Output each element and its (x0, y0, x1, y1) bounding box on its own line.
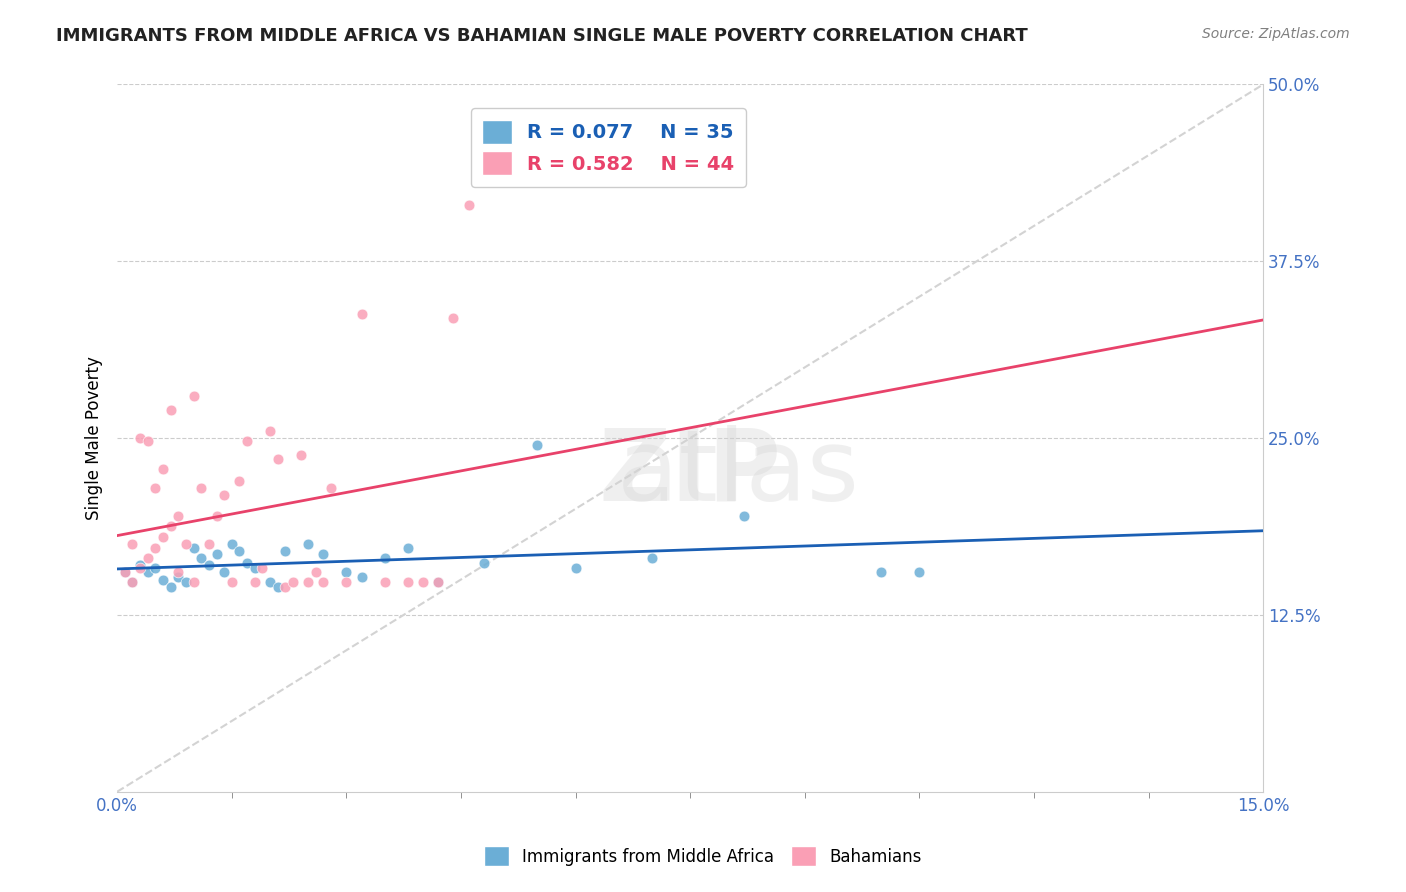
Point (297, 537, 319, 551)
Point (145, 541, 167, 556)
Point (152, 573, 174, 587)
Point (281, 575, 304, 590)
Point (190, 551, 212, 566)
Point (441, 310, 464, 325)
Point (266, 580, 288, 594)
Point (159, 402, 181, 417)
Point (526, 438, 548, 452)
Point (236, 434, 259, 448)
Point (183, 575, 205, 590)
Text: atlas: atlas (522, 425, 859, 522)
Point (236, 556, 259, 570)
Point (870, 566, 893, 580)
Text: ZIP: ZIP (599, 425, 782, 522)
Point (205, 508, 228, 523)
Point (335, 575, 357, 590)
Point (198, 558, 221, 573)
Point (321, 481, 343, 495)
Text: Source: ZipAtlas.com: Source: ZipAtlas.com (1202, 27, 1350, 41)
Y-axis label: Single Male Poverty: Single Male Poverty (86, 356, 103, 520)
Point (121, 575, 143, 590)
Point (396, 541, 419, 556)
Point (252, 561, 274, 575)
Point (305, 566, 328, 580)
Point (212, 488, 235, 502)
Point (129, 558, 152, 573)
Point (427, 575, 450, 590)
Point (350, 307, 373, 321)
Point (274, 580, 297, 594)
Point (641, 551, 664, 566)
Point (121, 575, 143, 590)
Point (243, 561, 266, 575)
Point (190, 481, 212, 495)
Point (259, 575, 281, 590)
Point (228, 544, 250, 558)
Point (136, 566, 159, 580)
Point (335, 566, 357, 580)
Point (205, 547, 228, 561)
Legend: R = 0.077    N = 35, R = 0.582    N = 44: R = 0.077 N = 35, R = 0.582 N = 44 (471, 108, 747, 186)
Text: IMMIGRANTS FROM MIDDLE AFRICA VS BAHAMIAN SINGLE MALE POVERTY CORRELATION CHART: IMMIGRANTS FROM MIDDLE AFRICA VS BAHAMIA… (56, 27, 1028, 45)
Point (198, 537, 221, 551)
Point (472, 556, 495, 570)
Point (121, 537, 143, 551)
Point (183, 541, 205, 556)
Legend: Immigrants from Middle Africa, Bahamians: Immigrants from Middle Africa, Bahamians (475, 838, 931, 875)
Point (221, 537, 243, 551)
Point (374, 575, 396, 590)
Point (212, 566, 235, 580)
Point (174, 537, 197, 551)
Point (145, 561, 167, 575)
Point (183, 389, 205, 403)
Point (274, 544, 297, 558)
Point (159, 518, 181, 533)
Point (350, 570, 373, 584)
Point (167, 508, 190, 523)
Point (312, 575, 335, 590)
Point (908, 566, 931, 580)
Point (733, 508, 755, 523)
Point (457, 197, 479, 211)
Point (114, 566, 136, 580)
Point (228, 474, 250, 488)
Point (243, 575, 266, 590)
Point (159, 580, 181, 594)
Point (412, 575, 434, 590)
Point (114, 566, 136, 580)
Point (297, 575, 319, 590)
Point (145, 481, 167, 495)
Point (266, 452, 288, 467)
Point (152, 530, 174, 544)
Point (312, 547, 335, 561)
Point (221, 575, 243, 590)
Point (427, 575, 450, 590)
Point (129, 431, 152, 445)
Point (152, 462, 174, 476)
Point (374, 551, 396, 566)
Point (136, 434, 159, 448)
Point (396, 575, 419, 590)
Point (136, 551, 159, 566)
Point (290, 448, 312, 462)
Point (129, 561, 152, 575)
Point (167, 566, 190, 580)
Point (167, 570, 190, 584)
Point (564, 561, 586, 575)
Point (259, 424, 281, 438)
Point (174, 575, 197, 590)
